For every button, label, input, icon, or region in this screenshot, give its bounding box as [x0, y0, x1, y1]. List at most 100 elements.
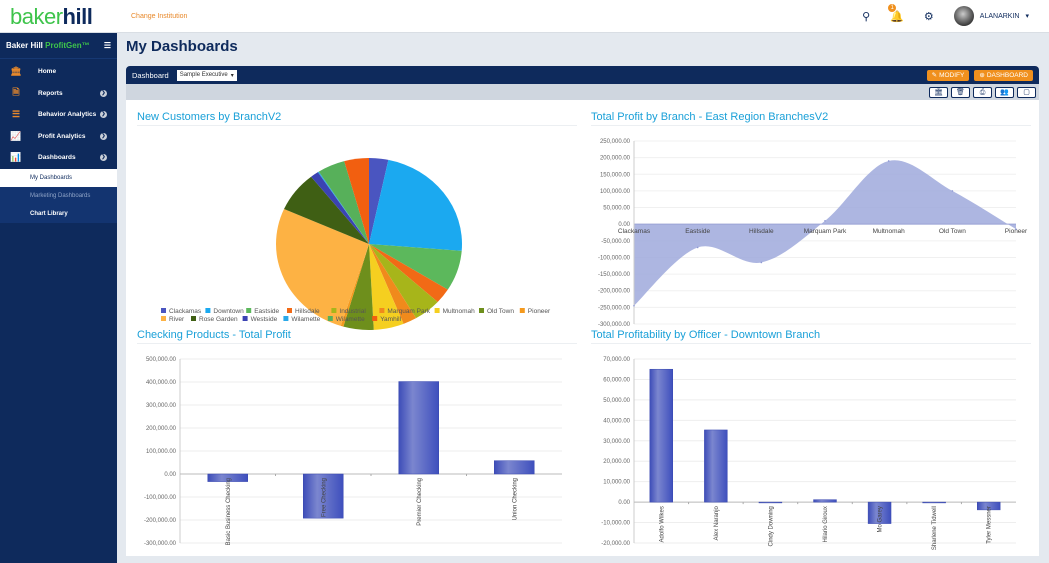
chevron-right-icon: ❯ — [100, 111, 107, 119]
pencil-icon: ✎ — [931, 72, 938, 79]
bar-hilario-giroux — [813, 499, 837, 503]
legend-swatch — [246, 308, 252, 313]
y-tick-label: 10,000.00 — [603, 480, 630, 486]
y-tick-label: 20,000.00 — [603, 459, 630, 465]
dashboard-select-value: Sample Executive — [179, 72, 228, 78]
y-tick-label: -250,000.00 — [598, 305, 631, 311]
modify-label: MODIFY — [939, 71, 965, 79]
add-dashboard-button[interactable]: ⊕ DASHBOARD — [974, 69, 1033, 81]
officer-bar-chart: 70,000.00 60,000.00 50,000.00 40,000.00 30,0… — [601, 357, 1016, 550]
area-point — [633, 304, 635, 307]
y-tick-label: 100,000.00 — [600, 189, 631, 195]
legend-label: Wilamette — [336, 316, 365, 323]
dashboard-toolbar: Dashboard Sample Executive ▾ ✎ MODIFY ⊕ DAS… — [126, 66, 1039, 84]
search-icon[interactable]: ⚲ — [862, 10, 871, 23]
x-tick-label: Union Checking — [512, 478, 518, 520]
area-point — [887, 160, 890, 162]
bar-chart-icon: 📊 — [10, 152, 22, 163]
trash-icon[interactable]: 🗑 — [951, 86, 970, 98]
chevron-right-icon: ❯ — [100, 132, 107, 140]
y-tick-label: -300,000.00 — [598, 322, 631, 328]
y-tick-label: -100,000.00 — [144, 495, 177, 501]
pie-slice-industrial — [369, 244, 438, 319]
dashboard-select[interactable]: Sample Executive ▾ — [176, 69, 237, 81]
x-tick-label: Old Town — [939, 228, 966, 235]
x-tick-label: Premier Checking — [417, 478, 423, 526]
bank-icon[interactable]: 🏛 — [929, 86, 948, 98]
legend-swatch — [283, 316, 289, 321]
user-menu[interactable]: ALANARKIN ▾ — [953, 6, 1029, 26]
y-tick-label: -200,000.00 — [144, 518, 177, 524]
sidebar-item-behavior-analytics[interactable]: ☰ Behavior Analytics ❯ — [0, 104, 117, 126]
change-institution-link[interactable]: Change Institution — [131, 13, 188, 20]
print-icon[interactable]: ⎙ — [973, 86, 992, 98]
hamburger-menu-icon[interactable]: ☰ — [103, 41, 111, 50]
sidebar-item-reports[interactable]: 🗎 Reports ❯ — [0, 83, 117, 105]
chevron-right-icon: ❯ — [100, 89, 107, 97]
y-tick-label: 500,000.00 — [146, 357, 177, 363]
pie-chart: Clackamas Downtown Eastside Hillsdale Indust… — [161, 158, 551, 330]
app-name-text: Baker Hill — [6, 41, 43, 50]
area-chart-panel: Total Profit by Branch - East Region Bra… — [591, 111, 1031, 336]
area-point — [824, 220, 826, 222]
y-tick-label: 250,000.00 — [600, 139, 631, 145]
bar-basic-business-checking — [207, 473, 248, 482]
checking-bar-chart: 500,000.00 400,000.00 300,000.00 200,000.00… — [144, 357, 562, 547]
legend-label: Clackamas — [169, 308, 202, 315]
x-tick-label: Sharlene Tidwell — [932, 506, 938, 550]
bell-icon[interactable]: 🔔 1 — [888, 3, 904, 23]
y-tick-label: 60,000.00 — [603, 377, 630, 383]
legend-swatch — [372, 316, 378, 321]
monitor-icon[interactable]: ▢ — [1017, 86, 1036, 98]
sidebar-item-home[interactable]: 🏛 Home — [0, 61, 117, 83]
sidebar-item-label: Dashboards — [38, 154, 76, 162]
legend-label: Rose Garden — [199, 316, 238, 323]
y-tick-label: 50,000.00 — [603, 206, 630, 212]
sidebar-subitem-marketing-dashboards[interactable]: Marketing Dashboards — [0, 186, 117, 205]
legend-swatch — [434, 308, 440, 313]
sidebar-item-profit-analytics[interactable]: 📈 Profit Analytics ❯ — [0, 126, 117, 148]
pie-slice-westside — [311, 172, 369, 244]
y-tick-label: 200,000.00 — [600, 156, 631, 162]
dashboard-label: Dashboard — [132, 70, 169, 80]
x-tick-label: Clackamas — [618, 228, 651, 235]
bar-free-checking — [303, 473, 344, 519]
y-tick-label: 0.00 — [164, 472, 176, 478]
action-icon-row: 🏛 🗑 ⎙ 👥 ▢ — [126, 84, 1039, 100]
sidebar-item-dashboards[interactable]: 📊 Dashboards ❯ — [0, 147, 117, 169]
x-tick-label: Mo Garey — [878, 506, 884, 532]
y-tick-label: -150,000.00 — [598, 272, 631, 278]
users-icon[interactable]: 👥 — [995, 86, 1014, 98]
sidebar-subitem-my-dashboards[interactable]: My Dashboards — [0, 168, 117, 187]
plus-circle-icon: ⊕ — [979, 72, 985, 79]
chart-title: Checking Products - Total Profit — [137, 329, 577, 344]
legend-swatch — [161, 308, 166, 313]
add-dashboard-label: DASHBOARD — [986, 71, 1028, 79]
y-tick-label: 0.00 — [618, 222, 630, 228]
dashboard-content: New Customers by BranchV2 Clackamas Downt… — [126, 100, 1039, 556]
bakerhill-logo[interactable]: bakerhill — [10, 4, 93, 30]
chart-title: Total Profitability by Officer - Downtow… — [591, 329, 1031, 344]
legend-swatch — [287, 308, 292, 313]
legend-label: Hillsdale — [295, 308, 320, 315]
pie-slice-downtown — [369, 159, 462, 251]
legend-swatch — [331, 308, 337, 313]
pie-slice-clackamas — [369, 158, 389, 244]
modify-button[interactable]: ✎ MODIFY — [926, 69, 970, 81]
pie-slice-wilamette — [318, 161, 369, 244]
bank-icon: 🏛 — [10, 66, 22, 77]
sidebar-item-label: Behavior Analytics — [38, 111, 97, 119]
line-chart-icon: 📈 — [10, 130, 22, 141]
gear-icon[interactable]: ⚙ — [923, 10, 934, 23]
area-point — [1015, 228, 1017, 230]
pie-slice-old-town — [343, 244, 374, 330]
pie-slice-river — [276, 209, 369, 326]
legend-label: Pioneer — [528, 308, 551, 315]
logo-text-baker: baker — [10, 4, 63, 29]
bar-cindy-downing — [758, 501, 783, 504]
sidebar-subitem-chart-library[interactable]: Chart Library — [0, 204, 117, 223]
y-tick-label: -200,000.00 — [598, 289, 631, 295]
x-tick-label: Alex Naranjo — [714, 505, 720, 540]
chart-title: Total Profit by Branch - East Region Bra… — [591, 111, 1031, 126]
legend-label: Eastside — [254, 308, 279, 315]
